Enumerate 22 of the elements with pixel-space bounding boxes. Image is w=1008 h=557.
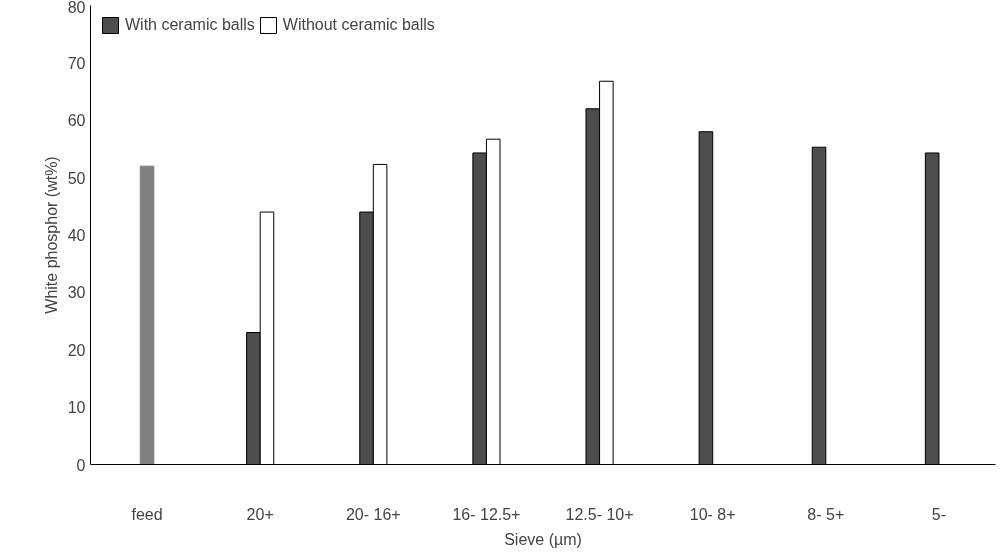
y-tick-label: 60 [67,112,86,130]
y-tick-label: 10 [67,399,86,417]
y-tick-label: 80 [67,0,86,16]
x-tick-label: 20+ [246,505,274,523]
y-axis-title: White phosphor (wt%) [42,156,60,314]
x-axis-title: Sieve (µm) [504,530,582,548]
bar [139,165,155,465]
legend-label: Without ceramic balls [282,16,435,34]
x-tick-label: 8- 5+ [807,505,845,523]
x-tick-label: 16- 12.5+ [452,505,521,523]
x-tick-label: 12.5- 10+ [565,505,634,523]
y-tick-label: 50 [67,169,86,187]
legend-label: With ceramic balls [125,16,255,34]
x-tick-label: 5- [931,505,947,523]
x-tick-label: 10- 8+ [689,505,736,523]
x-tick-label: feed [131,505,163,523]
y-tick-label: 40 [67,227,86,244]
y-tick-label: 70 [67,54,86,72]
y-tick-label: 20 [67,341,86,359]
y-tick-label: 30 [67,284,86,302]
x-tick-label: 20- 16+ [345,505,401,523]
y-tick-label: 0 [76,456,86,474]
